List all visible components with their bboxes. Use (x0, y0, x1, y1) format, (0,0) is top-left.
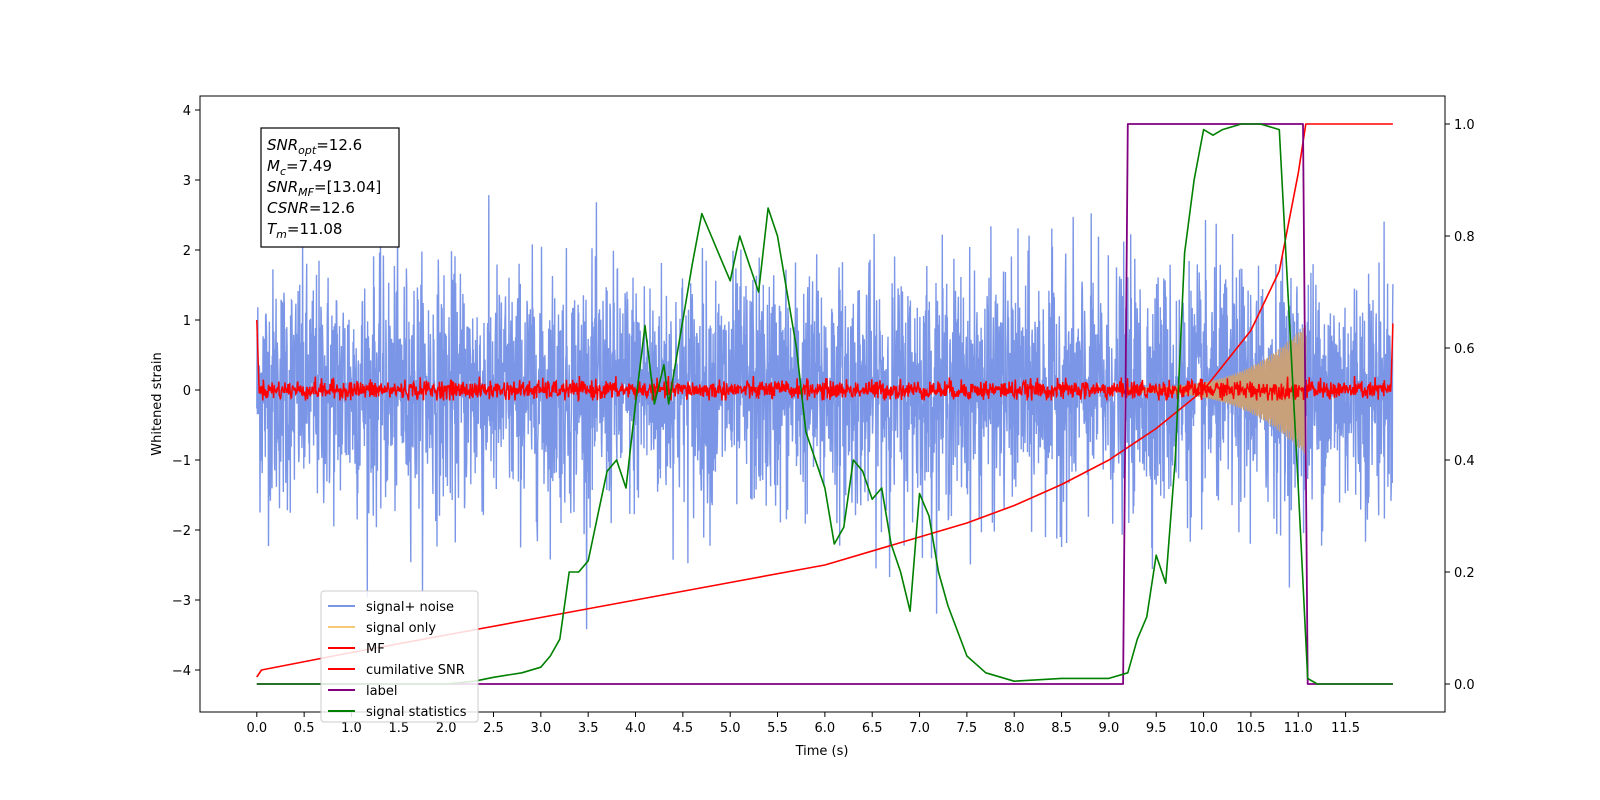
stat-line: Mc=7.49 (267, 157, 332, 178)
x-tick-label: 0.0 (246, 721, 267, 736)
plot-frame (199, 95, 1446, 713)
y-tick-label-left: −4 (172, 664, 191, 679)
legend-entry-label: signal+ noise (366, 600, 454, 615)
series-signal-noise (256, 195, 1394, 630)
legend-entry-label: signal statistics (366, 705, 467, 720)
y-tick-label-left: −3 (172, 594, 191, 609)
x-tick-label: 7.0 (909, 721, 930, 736)
x-tick-label: 5.0 (720, 721, 741, 736)
stat-line: SNRopt=12.6 (267, 136, 362, 157)
legend-entry-label: cumilative SNR (366, 663, 465, 678)
legend-entry-label: MF (366, 642, 385, 657)
stats-annotation-box: SNRopt=12.6Mc=7.49SNRMF=[13.04]CSNR=12.6… (260, 127, 400, 248)
x-tick-label: 11.5 (1331, 721, 1360, 736)
x-tick-label: 9.0 (1099, 721, 1120, 736)
y-tick-label-right: 0.6 (1454, 342, 1475, 357)
x-axis: 0.0 0.5 1.0 1.5 2.0 2.5 3.0 3.5 4.0 4.5 5.0 5.5 6.0 6… (246, 712, 1360, 736)
legend-entry-label: signal only (366, 621, 436, 636)
x-tick-label: 3.0 (530, 721, 551, 736)
x-tick-label: 11.0 (1284, 721, 1313, 736)
y-tick-label-left: 3 (183, 174, 191, 189)
y-axis-label: Whitened strain (150, 352, 165, 455)
y-tick-label-left: 1 (183, 314, 191, 329)
x-tick-label: 6.0 (815, 721, 836, 736)
y-tick-label-right: 0.2 (1454, 566, 1475, 581)
y-axis-right: 1.0 0.8 0.6 0.4 0.2 0.0 (1445, 118, 1475, 693)
x-tick-label: 0.5 (294, 721, 315, 736)
y-tick-label-right: 1.0 (1454, 118, 1475, 133)
y-tick-label-right: 0.0 (1454, 678, 1475, 693)
stats-box-border (260, 127, 400, 248)
y-tick-label-right: 0.4 (1454, 454, 1475, 469)
x-tick-label: 1.0 (341, 721, 362, 736)
series-mf (256, 319, 1394, 403)
x-tick-label: 9.5 (1146, 721, 1167, 736)
y-tick-label-right: 0.8 (1454, 230, 1475, 245)
x-tick-label: 4.5 (673, 721, 694, 736)
x-axis-label: Time (s) (795, 744, 849, 759)
legend-frame (320, 590, 479, 723)
x-tick-label: 6.5 (862, 721, 883, 736)
y-tick-label-left: 0 (183, 384, 191, 399)
series-signal-statistics (256, 123, 1393, 685)
x-tick-label: 8.5 (1051, 721, 1072, 736)
x-tick-label: 7.5 (957, 721, 978, 736)
y-tick-label-left: 2 (183, 244, 191, 259)
x-tick-label: 1.5 (388, 721, 409, 736)
legend-entry-label: label (366, 684, 397, 699)
y-tick-label-left: −2 (172, 524, 191, 539)
x-tick-label: 5.5 (767, 721, 788, 736)
stat-line: SNRMF=[13.04] (267, 178, 381, 199)
x-tick-label: 8.0 (1004, 721, 1025, 736)
y-axis-left: 4 3 2 1 0 −1 −2 −3 −4 (172, 104, 200, 679)
x-tick-label: 3.5 (578, 721, 599, 736)
stat-line: Tm=11.08 (267, 220, 342, 241)
x-tick-label: 10.0 (1189, 721, 1218, 736)
x-tick-label: 2.0 (436, 721, 457, 736)
x-tick-label: 4.0 (625, 721, 646, 736)
stat-line: CSNR=12.6 (267, 199, 355, 217)
legend: signal+ noise signal only MF cumilative SNR… (320, 590, 479, 723)
x-tick-label: 10.5 (1236, 721, 1265, 736)
y-tick-label-left: −1 (172, 454, 191, 469)
x-tick-label: 2.5 (483, 721, 504, 736)
y-tick-label-left: 4 (183, 104, 191, 119)
